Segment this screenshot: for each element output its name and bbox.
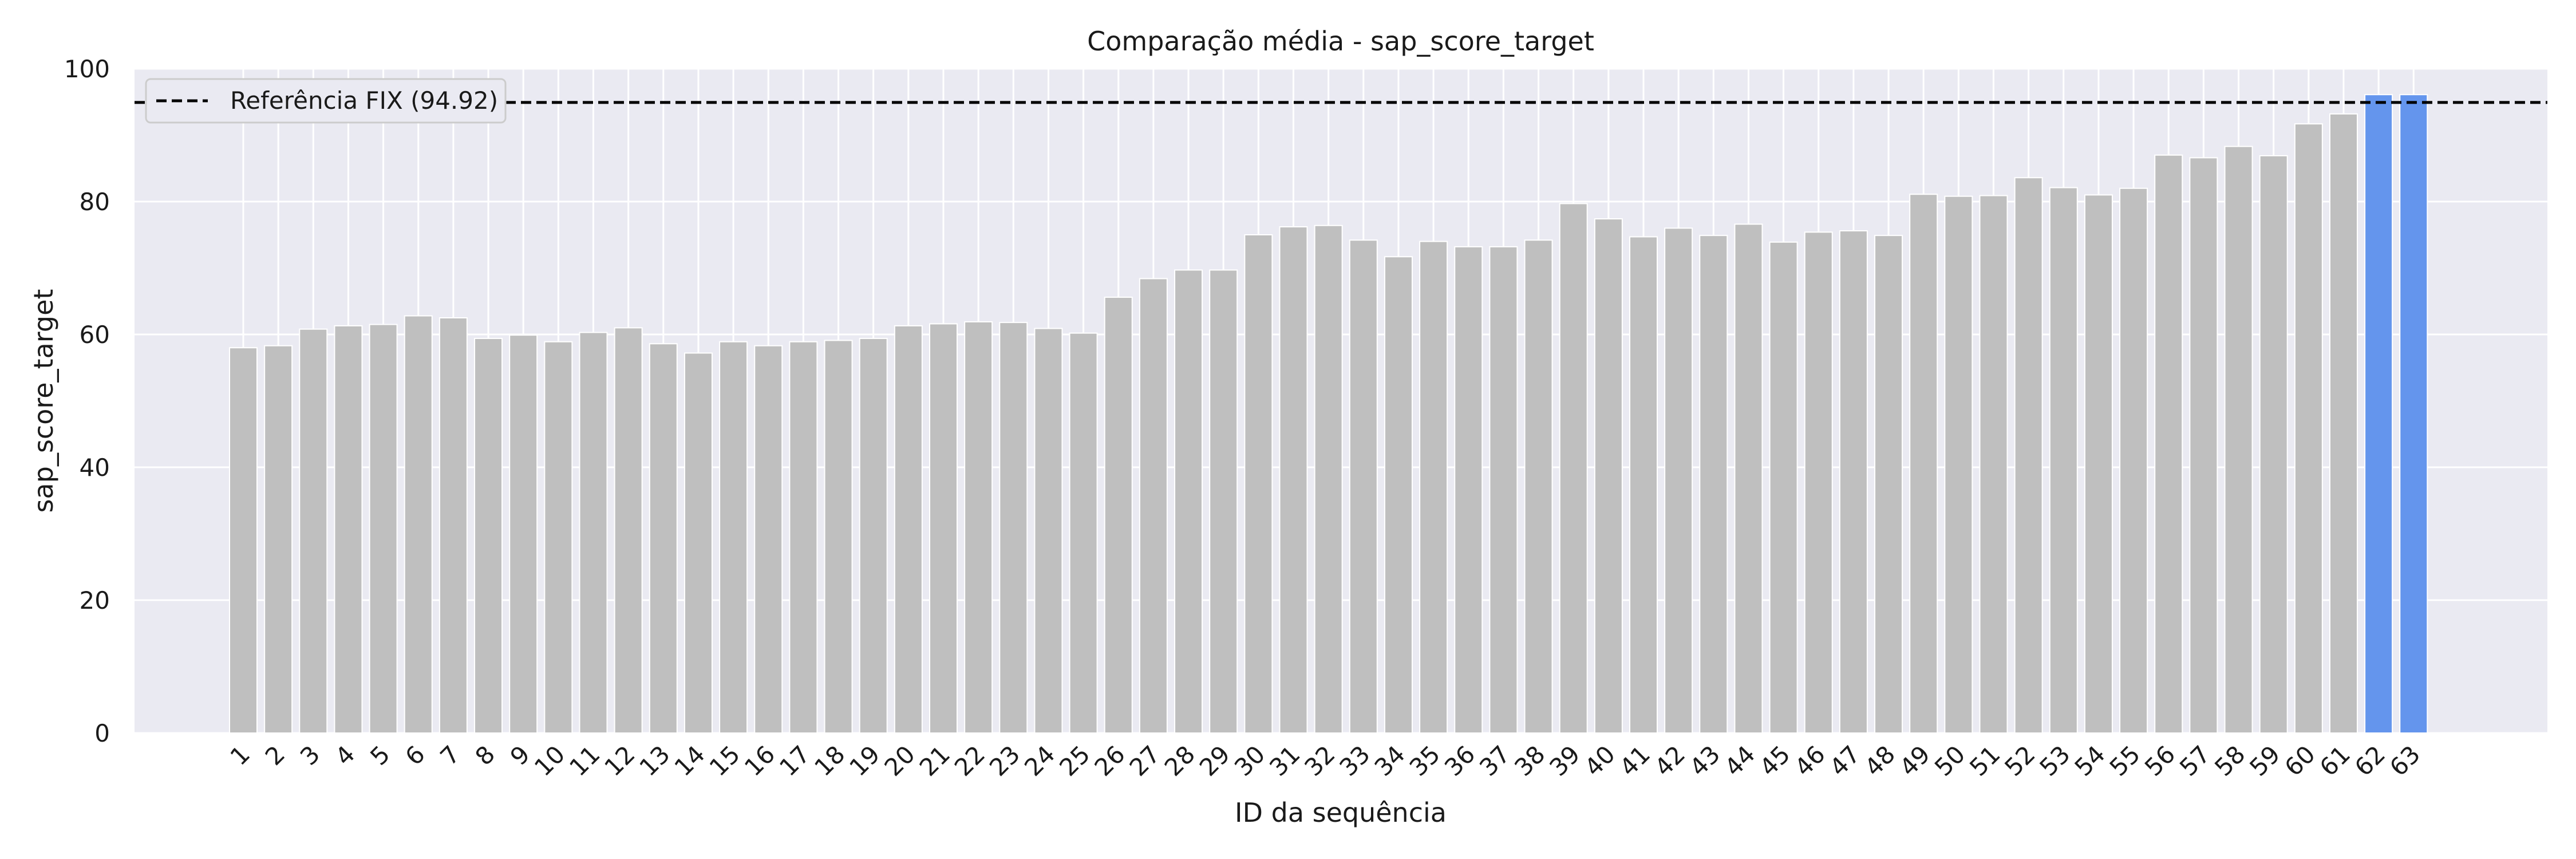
x-tick-label: 2 [260,740,291,771]
x-tick-label: 8 [470,740,501,771]
bar-16 [754,345,783,734]
bar-53 [2049,187,2078,734]
x-tick-label: 1 [225,740,256,771]
bar-29 [1209,269,1238,734]
x-tick-label: 63 [2384,740,2425,781]
bar-3 [299,328,328,734]
bar-60 [2294,123,2323,734]
y-tick-label: 80 [80,188,110,216]
bar-12 [614,327,643,734]
bar-25 [1069,332,1098,734]
bar-15 [719,341,748,734]
x-tick-label: 7 [434,740,465,771]
bar-38 [1524,239,1553,734]
bar-36 [1454,246,1483,734]
bar-24 [1034,328,1063,734]
bar-42 [1664,227,1693,734]
bar-44 [1734,223,1763,734]
bar-23 [999,322,1028,734]
bar-17 [789,341,818,734]
bar-2 [264,345,293,734]
bar-55 [2119,187,2148,734]
bar-6 [404,315,433,734]
x-tick-label: 9 [505,740,536,771]
bar-8 [474,337,503,734]
bar-4 [334,325,363,734]
bar-28 [1174,269,1203,734]
bar-54 [2084,194,2113,734]
bar-35 [1419,241,1448,734]
bar-33 [1349,239,1378,734]
bar-19 [859,337,888,734]
bar-47 [1839,230,1868,734]
bar-27 [1139,278,1168,734]
bar-10 [544,341,573,734]
chart-title: Comparação média - sap_score_target [1087,26,1594,57]
legend: Referência FIX (94.92) [145,78,507,124]
bar-57 [2189,157,2218,734]
bar-37 [1489,246,1518,734]
y-tick-label: 40 [80,454,110,482]
y-tick-label: 60 [80,321,110,349]
bar-34 [1384,256,1413,734]
bar-39 [1559,203,1588,734]
bar-31 [1279,226,1308,734]
bar-18 [824,340,853,734]
bar-7 [438,317,468,734]
y-tick-label: 0 [94,719,110,747]
legend-entry-reference: Referência FIX (94.92) [230,86,498,115]
y-tick-label: 20 [80,586,110,614]
y-axis-label: sap_score_target [28,289,59,513]
bar-48 [1874,235,1903,734]
bar-13 [649,343,678,734]
x-tick-label: 3 [295,740,326,771]
bar-32 [1314,224,1343,734]
bar-26 [1104,297,1133,734]
bar-49 [1909,194,1938,734]
bar-5 [369,324,398,734]
bar-40 [1594,218,1623,734]
x-tick-label: 5 [365,740,396,771]
bar-63 [2399,94,2428,734]
bar-52 [2014,177,2043,734]
x-tick-label: 4 [330,740,361,771]
bar-46 [1804,231,1833,734]
legend-box [145,78,507,124]
bar-30 [1244,234,1273,734]
bar-45 [1769,241,1798,734]
bar-22 [964,321,993,734]
bar-59 [2259,155,2288,734]
bar-41 [1629,236,1658,734]
x-tick-label: 6 [400,740,430,771]
bar-21 [929,323,958,734]
bar-61 [2329,113,2358,734]
bar-51 [1979,195,2008,734]
bar-14 [683,352,713,734]
bar-1 [229,347,258,734]
x-axis-label: ID da sequência [1235,797,1447,828]
y-tick-label: 100 [64,55,110,83]
bar-62 [2364,94,2393,734]
bar-9 [509,334,538,734]
bar-58 [2224,145,2253,734]
bar-50 [1944,195,1973,734]
bar-56 [2154,154,2183,734]
bar-20 [894,325,923,734]
bar-43 [1699,235,1728,734]
bar-11 [579,332,608,734]
